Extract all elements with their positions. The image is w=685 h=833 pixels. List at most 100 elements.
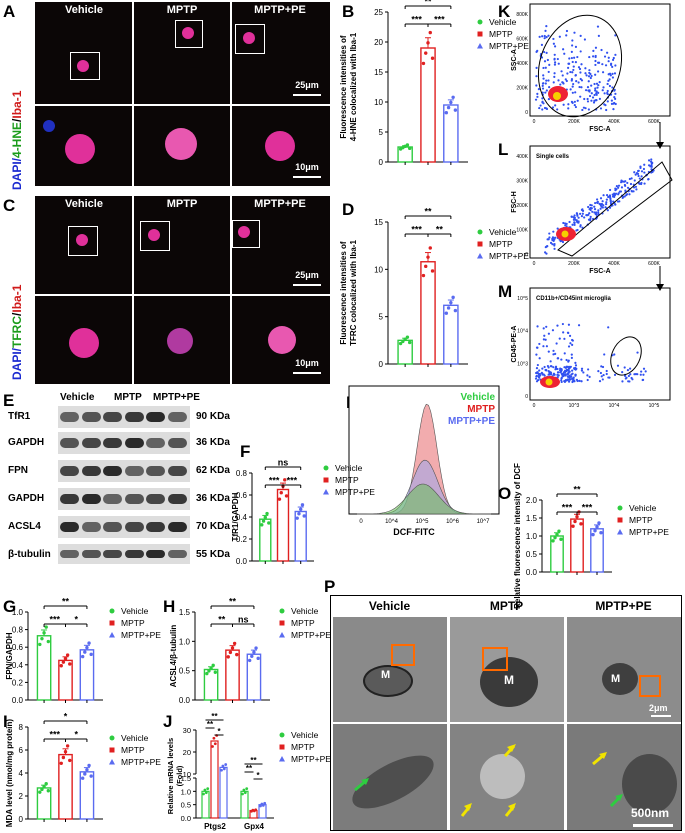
data-point (213, 670, 218, 674)
y-tick-label: 15 (374, 68, 383, 77)
event-dot (567, 103, 570, 106)
data-point (243, 791, 247, 795)
event-dot (562, 82, 565, 85)
event-dot (571, 343, 574, 346)
x-tick-label: 10^4 (609, 403, 620, 409)
event-dot (577, 81, 580, 84)
event-dot (584, 89, 588, 92)
event-dot (603, 92, 606, 95)
wb-band (146, 466, 165, 476)
event-dot (545, 25, 548, 28)
legend-marker (477, 253, 483, 259)
y-tick-label: 0 (19, 815, 24, 824)
data-point (295, 516, 299, 520)
event-dot (568, 334, 572, 337)
event-dot (643, 171, 646, 174)
event-dot (614, 203, 617, 206)
data-point (87, 641, 91, 645)
data-point (65, 653, 70, 657)
event-dot (538, 342, 541, 346)
event-dot (620, 186, 624, 189)
event-dot (614, 34, 617, 37)
event-dot (608, 188, 612, 192)
event-dot (640, 370, 643, 373)
event-dot (633, 171, 636, 174)
legend-marker (109, 608, 115, 614)
data-point (89, 652, 93, 657)
event-dot (548, 370, 551, 373)
event-dot (542, 82, 545, 85)
data-point (80, 654, 85, 659)
event-dot (553, 58, 556, 61)
data-point (254, 808, 258, 812)
panel-label-m: M (498, 282, 513, 301)
event-dot (589, 203, 592, 207)
event-dot (563, 337, 566, 340)
y-tick-label: 300K (516, 179, 528, 185)
data-point (446, 306, 451, 310)
y-tick-label: 800K (516, 12, 528, 18)
y-tick-label: 200K (516, 86, 528, 92)
event-dot (640, 170, 644, 173)
wb-row-label: β-tubulin (8, 549, 51, 560)
event-dot (650, 158, 653, 161)
event-dot (625, 193, 629, 196)
event-dot (623, 366, 626, 369)
event-dot (547, 70, 550, 74)
event-dot (586, 378, 589, 382)
data-point (232, 641, 237, 646)
event-dot (557, 371, 560, 374)
event-dot (583, 38, 587, 41)
event-dot (553, 238, 556, 241)
event-dot (543, 37, 546, 40)
data-point (279, 491, 283, 495)
y-tick-label: 0.6 (12, 643, 24, 652)
data-point (204, 791, 208, 795)
data-point (428, 246, 432, 250)
event-dot (635, 188, 638, 191)
panel-label-p: P (324, 577, 336, 596)
data-point (44, 625, 48, 629)
event-dot (617, 186, 620, 189)
event-dot (542, 77, 545, 80)
y-tick-label: 400K (516, 61, 528, 67)
x-tick-label: 200K (568, 261, 580, 267)
event-dot (548, 236, 551, 239)
y-axis-label: Fluorescence intensities of4-HNE colocal… (339, 32, 358, 141)
data-point (428, 30, 432, 35)
event-dot (600, 365, 603, 368)
event-dot (547, 97, 550, 101)
scale-bar (293, 94, 321, 96)
legend-marker (109, 759, 115, 765)
event-dot (554, 352, 557, 355)
bar (201, 790, 210, 819)
legend-label: MPTP (489, 29, 513, 39)
event-dot (628, 367, 632, 370)
event-dot (547, 79, 550, 82)
event-dot (598, 97, 601, 100)
event-dot (569, 88, 572, 91)
event-dot (618, 200, 621, 203)
x-tick-label: 10^6 (446, 519, 459, 525)
event-dot (593, 93, 596, 97)
y-axis-label: Relative mRNA levels(Fold) (166, 738, 184, 814)
wb-strip (58, 488, 190, 510)
significance-label: *** (287, 476, 298, 486)
data-point (245, 787, 249, 791)
event-dot (564, 78, 567, 81)
event-dot (563, 52, 566, 55)
x-tick-label: 10^7 (477, 519, 490, 525)
y-tick-label: 0.2 (12, 678, 24, 687)
event-dot (593, 82, 596, 86)
data-point (40, 787, 44, 792)
event-dot (596, 86, 599, 89)
event-dot (621, 380, 624, 383)
data-point (38, 642, 42, 647)
legend-marker (477, 31, 483, 37)
y-axis-label-line: TFRC colocalized with Iba-1 (349, 240, 358, 346)
legend-marker (109, 632, 115, 638)
event-dot (542, 66, 545, 70)
event-dot (573, 31, 576, 34)
event-dot (543, 60, 547, 63)
flow-arrow-head (656, 142, 664, 149)
